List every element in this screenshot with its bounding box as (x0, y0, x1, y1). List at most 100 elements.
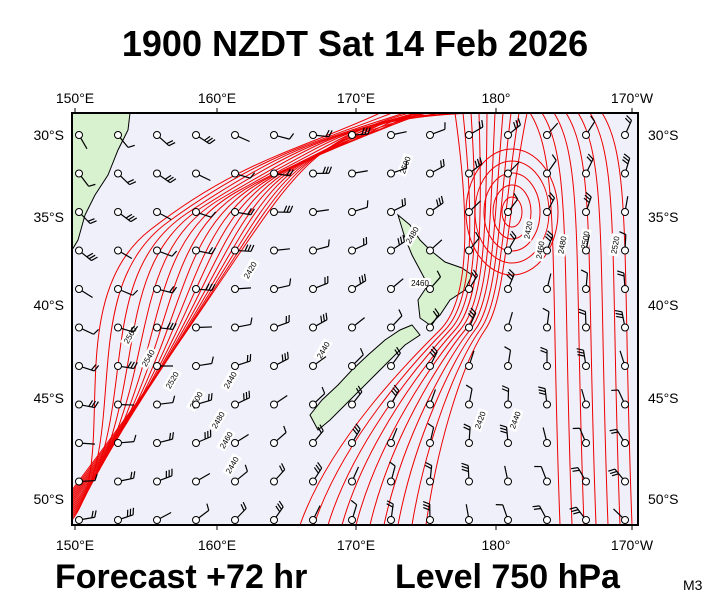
barb-station (348, 516, 356, 524)
barb-station (426, 516, 434, 524)
barb-staff (390, 504, 394, 517)
barb-flag (569, 506, 577, 510)
barb-flag (538, 386, 546, 390)
barb-staff (432, 165, 445, 173)
contour-label-bg (162, 367, 182, 393)
barb-station (114, 439, 122, 447)
top-axis-label: 160°E (198, 90, 236, 106)
barb-flag (432, 346, 438, 353)
barb-flag (206, 137, 213, 143)
barb-staff (469, 350, 475, 363)
barb-flag (164, 174, 172, 180)
barb-station (543, 285, 551, 293)
barb-station (621, 516, 629, 524)
barb-flag (609, 470, 618, 475)
barb-station (621, 285, 629, 293)
barb-staff (432, 239, 443, 249)
barb-flag (279, 465, 284, 473)
barb-staff (465, 504, 469, 517)
contour-label: 2500 (580, 230, 592, 250)
barb-flag (325, 129, 330, 137)
barb-staff (393, 278, 404, 288)
barb-flag (386, 500, 394, 505)
barb-staff (237, 470, 248, 480)
barb-station (348, 323, 356, 332)
barb-station (582, 246, 590, 255)
barb-flag (317, 462, 323, 469)
barb-station (192, 169, 200, 178)
barb-flag (471, 272, 477, 279)
barb-flag (501, 388, 509, 393)
barb-station (621, 208, 629, 216)
barb-flag (275, 505, 281, 513)
barb-station (543, 131, 551, 139)
barb-staff (509, 198, 519, 210)
barb-flag (394, 349, 400, 356)
barb-flag (91, 510, 94, 518)
barb-flag (328, 130, 333, 137)
barb-staff (542, 427, 547, 440)
barb-staff (237, 397, 250, 404)
barb-flag (508, 268, 515, 275)
barb-station (582, 477, 590, 486)
barb-flag (363, 273, 367, 281)
barb-station (114, 285, 122, 293)
barb-station (75, 362, 83, 370)
barb-staff (354, 354, 364, 364)
barb-station (465, 477, 473, 486)
barb-station (426, 323, 434, 332)
barb-station (621, 439, 629, 447)
barb-flag (499, 424, 507, 428)
barb-flag (513, 192, 519, 200)
barb-flag (250, 317, 253, 325)
barb-flag (169, 432, 172, 440)
barb-staff (624, 234, 627, 248)
barb-flag (478, 121, 481, 129)
barb-staff (199, 362, 212, 367)
barb-staff (393, 204, 406, 212)
barb-flag (467, 312, 474, 319)
barb-staff (391, 465, 396, 479)
barb-staff (199, 250, 212, 255)
contour-line (72, 113, 548, 493)
barb-flag (542, 307, 550, 313)
barb-flag (422, 504, 430, 508)
barb-station (465, 400, 473, 409)
barb-flag (352, 428, 358, 435)
barb-staff (613, 508, 623, 519)
barb-staff (547, 235, 554, 248)
barb-staff (625, 196, 629, 209)
barb-flag (205, 283, 210, 291)
barb-flag (167, 176, 174, 182)
barb-staff (431, 313, 440, 325)
barb-flag (172, 395, 176, 403)
barb-flag (617, 273, 625, 277)
barb-flag (247, 207, 252, 215)
barb-staff (198, 436, 211, 443)
map-background (72, 113, 638, 525)
barb-flag (548, 194, 554, 201)
barb-staff (354, 317, 365, 326)
contour-label-bg (396, 152, 414, 178)
contour-line (72, 113, 405, 517)
barb-staff (575, 506, 585, 518)
barb-flag (130, 325, 136, 332)
barb-staff (392, 315, 403, 326)
barb-flag (132, 289, 139, 296)
barb-flag (166, 140, 174, 145)
barb-station (543, 400, 551, 409)
barb-flag (587, 153, 594, 160)
barb-staff (120, 251, 133, 260)
barb-station (387, 246, 395, 255)
contour-line (72, 113, 560, 491)
barb-station (114, 477, 122, 486)
barb-staff (82, 442, 96, 445)
barb-flag (461, 468, 469, 473)
barb-flag (608, 468, 616, 472)
top-axis-label: 170°W (611, 90, 654, 106)
barb-flag (204, 135, 211, 141)
barb-flag (94, 473, 98, 481)
barb-flag (317, 426, 322, 434)
contour-line (72, 113, 393, 519)
barb-station (192, 131, 200, 139)
